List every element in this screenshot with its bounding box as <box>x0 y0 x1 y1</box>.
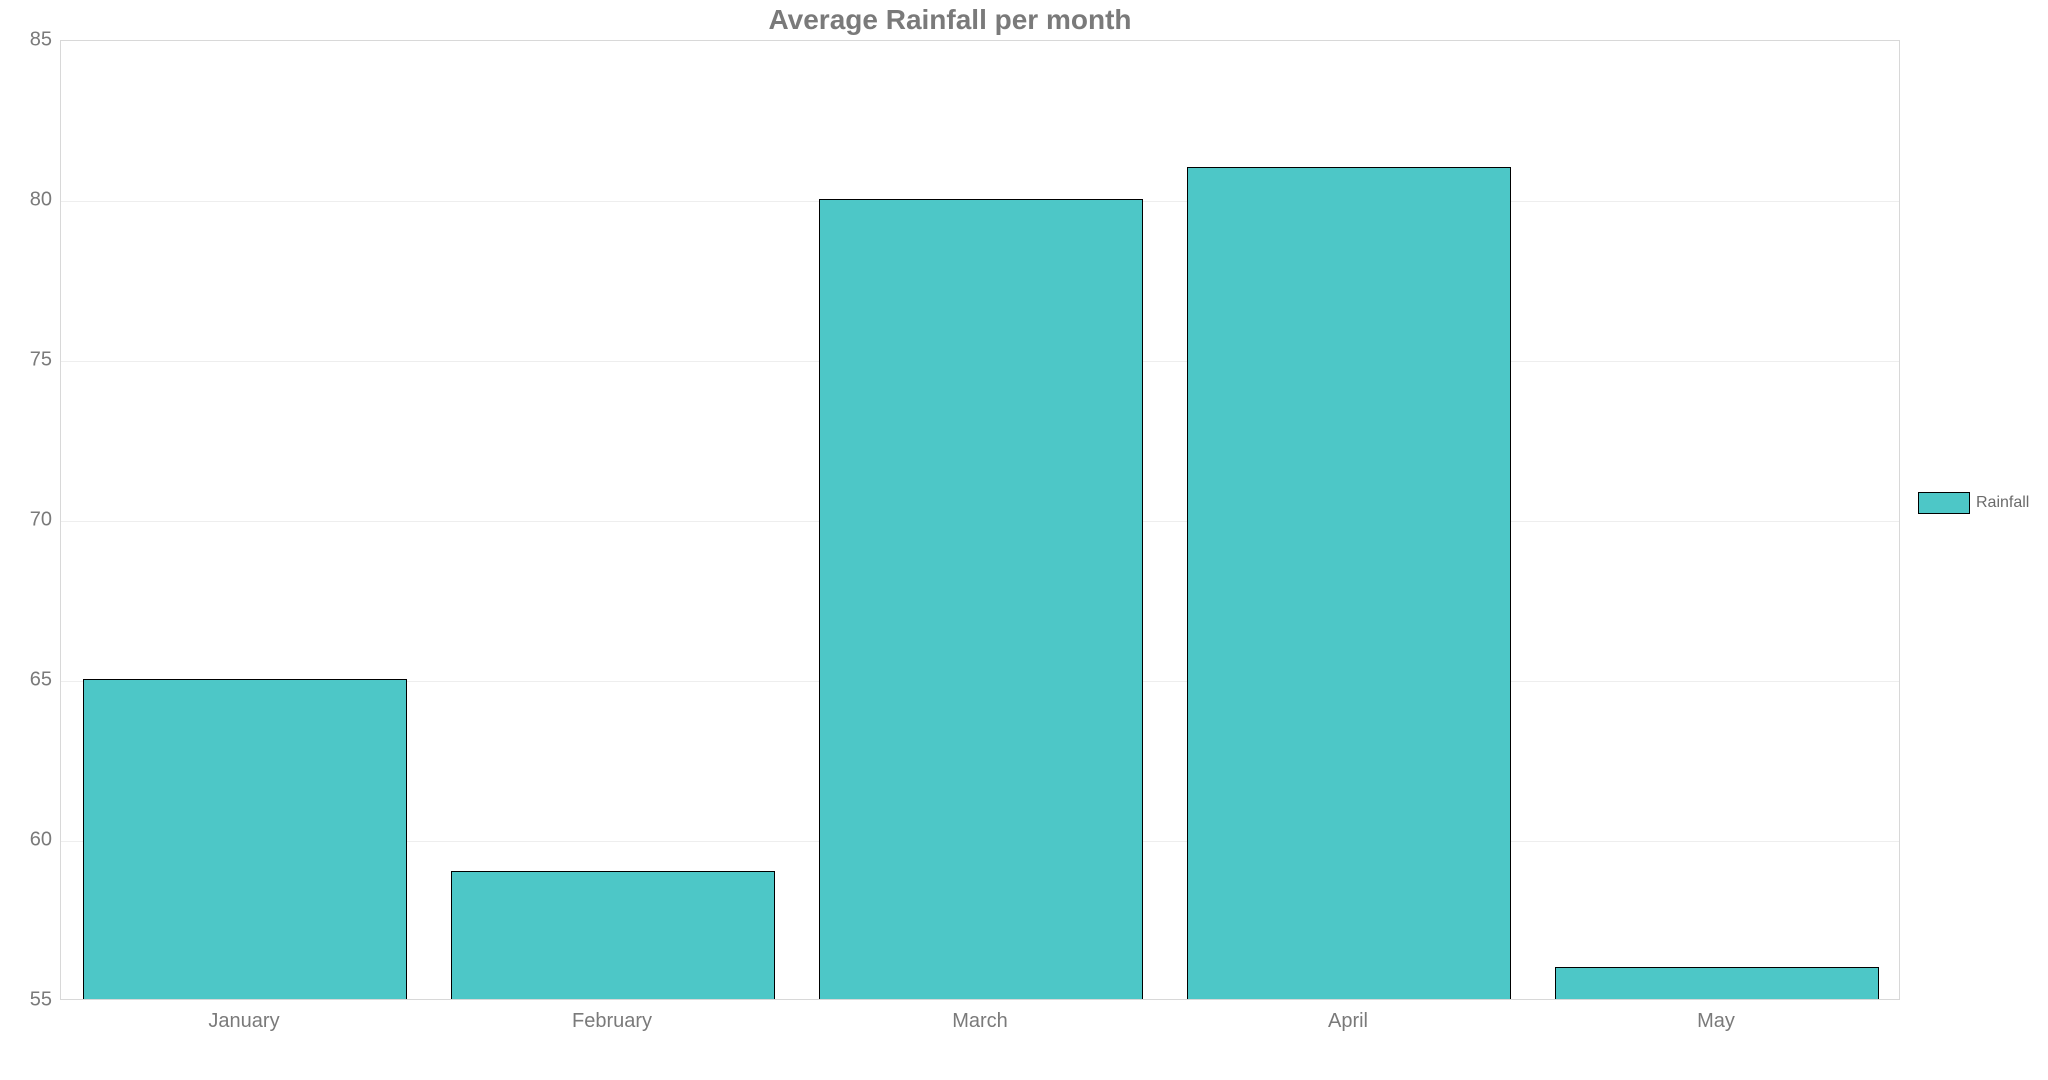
bar <box>451 871 775 999</box>
x-tick-label: February <box>572 1010 652 1033</box>
legend-swatch <box>1918 492 1970 514</box>
y-tick-label: 70 <box>2 509 52 532</box>
bar <box>83 679 407 999</box>
x-tick-label: April <box>1328 1010 1368 1033</box>
chart-title: Average Rainfall per month <box>0 4 1900 36</box>
legend-label: Rainfall <box>1976 494 2029 512</box>
bar <box>1555 967 1879 999</box>
y-tick-label: 65 <box>2 669 52 692</box>
legend: Rainfall <box>1918 492 2029 514</box>
y-tick-label: 55 <box>2 989 52 1012</box>
y-tick-label: 60 <box>2 829 52 852</box>
bar <box>1187 167 1511 999</box>
x-tick-label: May <box>1697 1010 1735 1033</box>
y-tick-label: 80 <box>2 189 52 212</box>
bar <box>819 199 1143 999</box>
x-tick-label: January <box>208 1010 279 1033</box>
plot-area <box>60 40 1900 1000</box>
y-tick-label: 85 <box>2 29 52 52</box>
x-tick-label: March <box>952 1010 1008 1033</box>
chart-container: Average Rainfall per month Rainfall 55 60… <box>0 0 2048 1080</box>
y-tick-label: 75 <box>2 349 52 372</box>
